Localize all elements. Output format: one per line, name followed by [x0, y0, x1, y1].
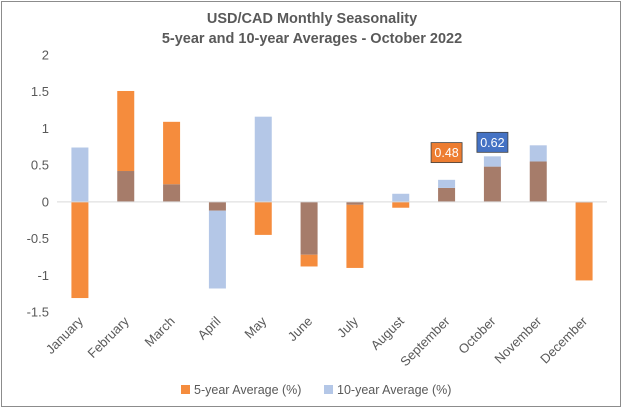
bar-10-year-october [483, 156, 501, 167]
y-tick-label: -0.5 [27, 231, 49, 246]
overlap-bar-june [300, 201, 318, 255]
bar-5-year-june [300, 254, 318, 267]
bar-5-year-january [71, 201, 89, 299]
overlap-bar-september [438, 187, 456, 202]
bar-10-year-august [392, 193, 410, 202]
y-tick-label: 0.5 [31, 158, 49, 173]
overlap-bar-july [346, 201, 364, 205]
y-tick-label: 0 [42, 194, 49, 209]
y-tick-label: 1.5 [31, 84, 49, 99]
x-tick-label-april: April [195, 313, 224, 342]
bar-10-year-november [529, 145, 547, 162]
y-tick-label: -1 [37, 268, 49, 283]
x-tick-label-december: December [537, 313, 590, 366]
data-callout-box [476, 131, 509, 153]
legend: 5-year Average (%) 10-year Average (%) [181, 383, 451, 397]
bar-5-year-may [254, 201, 272, 235]
legend-label-10-year: 10-year Average (%) [337, 383, 451, 397]
data-callout-box [430, 142, 463, 164]
bar-5-year-february [117, 90, 135, 172]
x-tick-label-june: June [285, 314, 316, 345]
y-tick-label: -1.5 [27, 305, 49, 320]
overlap-bar-march [163, 184, 181, 202]
bar-10-year-may [254, 116, 272, 202]
x-tick-label-november: November [491, 313, 544, 366]
overlap-bar-february [117, 171, 135, 202]
chart-subtitle: 5-year and 10-year Averages - October 20… [162, 31, 462, 47]
chart-title: USD/CAD Monthly Seasonality [207, 11, 417, 27]
y-tick-label: 1 [42, 121, 49, 136]
bar-5-year-march [163, 121, 181, 185]
legend-swatch-5-year [181, 385, 190, 394]
x-tick-label-october: October [455, 313, 499, 357]
bar-10-year-september [438, 179, 456, 188]
data-callout-label: 0.62 [480, 136, 504, 150]
bar-5-year-december [575, 202, 593, 281]
x-tick-label-august: August [368, 313, 407, 352]
overlap-bar-april [208, 201, 226, 211]
overlap-bar-november [529, 161, 547, 202]
bar-10-year-april [208, 210, 226, 289]
x-tick-label-september: September [397, 313, 453, 369]
legend-swatch-10-year [324, 385, 333, 394]
data-callout-label: 0.48 [434, 146, 458, 160]
x-tick-label-february: February [84, 313, 132, 361]
callouts-layer: 0.48 0.62 [430, 131, 509, 164]
bar-5-year-july [346, 204, 364, 268]
legend-label-5-year: 5-year Average (%) [194, 383, 301, 397]
x-tick-label-march: March [142, 314, 178, 350]
x-tick-label-may: May [241, 313, 269, 341]
y-axis: 2 1.5 1 0.5 0 -0.5 -1 -1.5 [27, 48, 49, 320]
overlap-bar-october [483, 166, 501, 202]
bar-10-year-january [71, 147, 89, 202]
bars-layer [71, 90, 593, 299]
x-tick-label-january: January [43, 313, 87, 357]
x-tick-label-july: July [334, 313, 361, 340]
bar-5-year-august [392, 201, 410, 208]
y-tick-label: 2 [42, 48, 49, 63]
